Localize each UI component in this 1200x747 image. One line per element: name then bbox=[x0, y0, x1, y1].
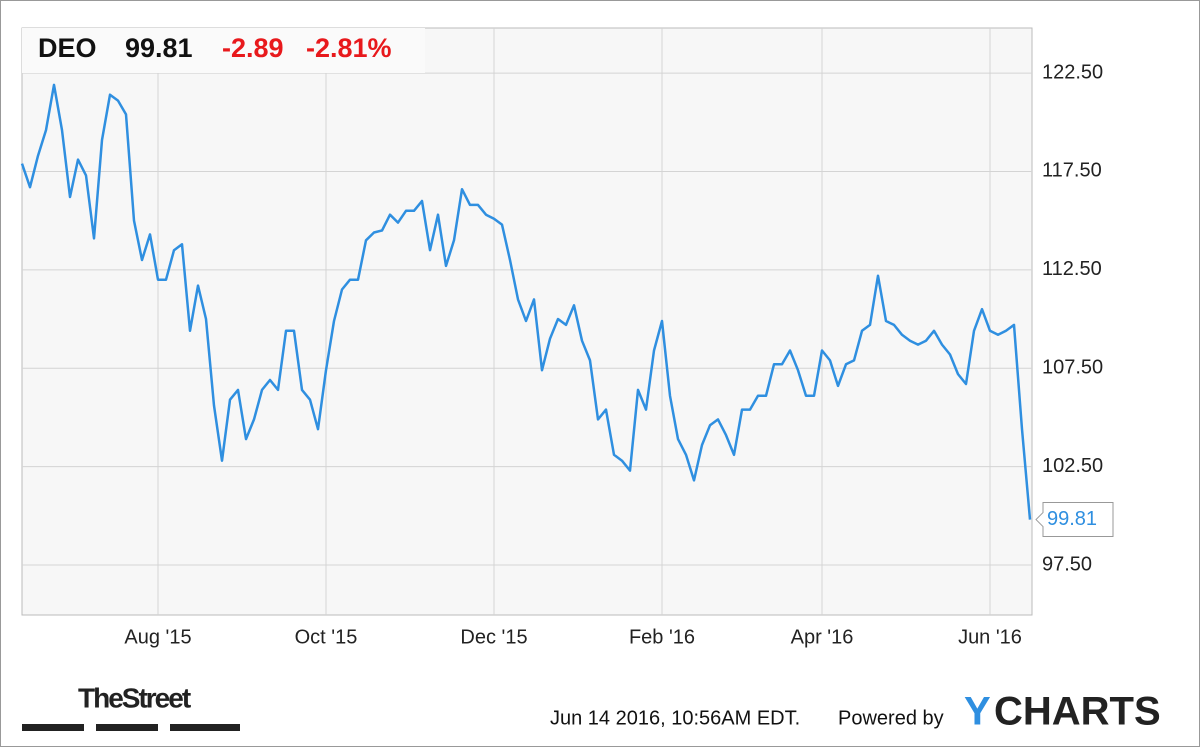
last-value-box bbox=[1035, 502, 1114, 538]
logo-bar bbox=[170, 724, 240, 731]
logo-bar bbox=[96, 724, 158, 731]
ticker: DEO bbox=[38, 33, 97, 63]
x-tick-label: Jun '16 bbox=[958, 626, 1022, 648]
price-line bbox=[20, 83, 1032, 520]
header-box bbox=[22, 28, 425, 73]
y-tick-label: 97.50 bbox=[1042, 553, 1092, 575]
y-tick-label: 102.50 bbox=[1042, 455, 1103, 477]
logo-bar bbox=[22, 724, 84, 731]
x-tick-label: Dec '15 bbox=[460, 626, 527, 648]
source-logo: TheStreet bbox=[78, 682, 191, 713]
y-tick-label: 107.50 bbox=[1042, 357, 1103, 379]
powered-by: Powered by bbox=[838, 707, 944, 729]
x-tick-label: Apr '16 bbox=[791, 626, 854, 648]
change-pct: -2.81% bbox=[306, 33, 392, 63]
last-value-label: 99.81 bbox=[1047, 508, 1097, 530]
x-tick-label: Feb '16 bbox=[629, 626, 695, 648]
price: 99.81 bbox=[125, 33, 193, 63]
logo-rest: CHARTS bbox=[994, 690, 1161, 734]
logo-y: Y bbox=[964, 690, 991, 734]
change: -2.89 bbox=[222, 33, 284, 63]
y-tick-label: 112.50 bbox=[1042, 258, 1102, 280]
timestamp: Jun 14 2016, 10:56AM EDT. bbox=[550, 707, 800, 729]
x-tick-label: Oct '15 bbox=[295, 626, 358, 648]
y-tick-label: 122.50 bbox=[1042, 61, 1103, 83]
x-tick-label: Aug '15 bbox=[124, 626, 191, 648]
y-tick-label: 117.50 bbox=[1042, 160, 1102, 182]
